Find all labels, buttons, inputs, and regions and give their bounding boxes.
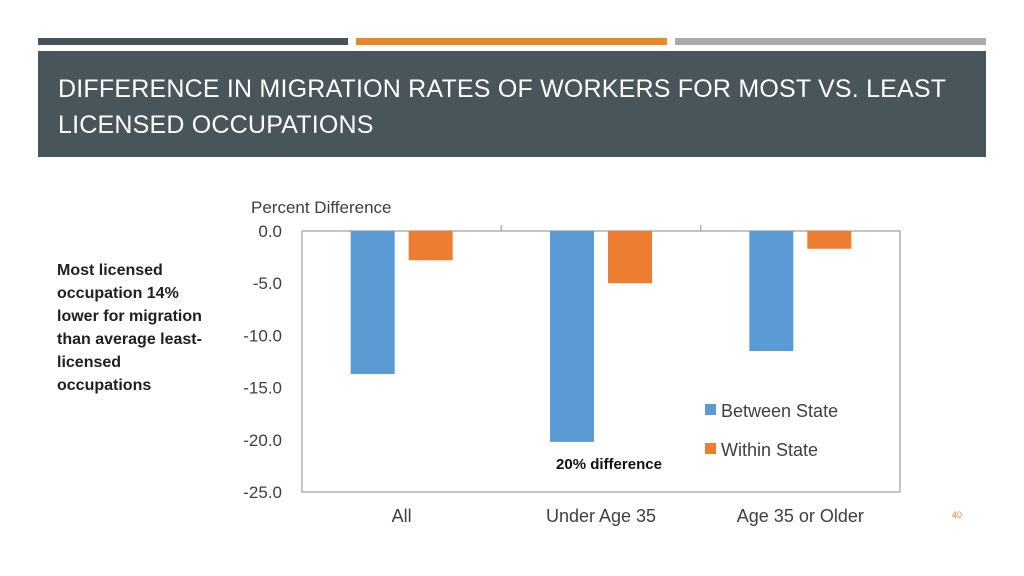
- legend-swatch: [705, 443, 716, 454]
- bar-between-state: [749, 231, 794, 352]
- bar-between-state: [550, 231, 594, 442]
- y-tick-label: -25.0: [243, 483, 282, 502]
- plot-frame: [301, 230, 901, 493]
- page-number: 40: [952, 510, 963, 520]
- chart-annotation: 20% difference: [556, 456, 662, 473]
- y-tick-label: -10.0: [243, 326, 282, 345]
- slide-title: Difference in migration rates of workers…: [58, 75, 946, 139]
- x-tick-label: Under Age 35: [546, 506, 656, 526]
- plot-area: 0.0 -5.0 -10.0 -15.0 -20.0 -25.0 All Under Age …: [243, 222, 901, 526]
- accent-band-gray: [675, 38, 986, 45]
- bar-within-state: [408, 231, 453, 261]
- legend-label: Within State: [721, 440, 818, 460]
- legend-swatch: [705, 404, 716, 415]
- y-tick-label: -20.0: [243, 431, 282, 450]
- y-axis-title: Percent Difference: [251, 198, 391, 217]
- x-tick-label: All: [392, 506, 412, 526]
- accent-band-orange: [356, 38, 667, 45]
- side-note: Most licensed occupation 14% lower for m…: [57, 262, 202, 394]
- legend-label: Between State: [721, 401, 838, 421]
- bar-within-state: [608, 231, 652, 284]
- bar-within-state: [807, 231, 852, 249]
- bar-between-state: [350, 231, 395, 375]
- y-tick-label: -15.0: [243, 379, 282, 398]
- y-tick-label: -5.0: [253, 274, 282, 293]
- title-banner: Difference in migration rates of workers…: [38, 51, 986, 157]
- y-tick-label: 0.0: [258, 222, 282, 241]
- accent-band-dark: [38, 38, 348, 45]
- x-tick-label: Age 35 or Older: [737, 506, 864, 526]
